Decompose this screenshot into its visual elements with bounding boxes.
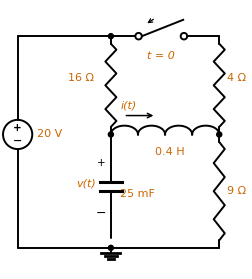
Text: −: −	[13, 136, 22, 146]
Circle shape	[108, 245, 113, 250]
Text: t = 0: t = 0	[147, 51, 175, 61]
Text: 0.4 H: 0.4 H	[155, 147, 185, 157]
Text: −: −	[96, 207, 106, 220]
Text: +: +	[13, 123, 22, 133]
Text: i(t): i(t)	[121, 100, 137, 110]
Text: 25 mF: 25 mF	[120, 189, 154, 199]
Text: 20 V: 20 V	[37, 129, 62, 140]
Text: +: +	[97, 158, 105, 169]
Text: v(t): v(t)	[76, 179, 96, 189]
Text: 16 Ω: 16 Ω	[69, 73, 94, 83]
Circle shape	[108, 132, 113, 137]
Text: 4 Ω: 4 Ω	[227, 73, 246, 83]
Circle shape	[108, 34, 113, 39]
Text: 9 Ω: 9 Ω	[227, 186, 246, 196]
Circle shape	[217, 132, 222, 137]
